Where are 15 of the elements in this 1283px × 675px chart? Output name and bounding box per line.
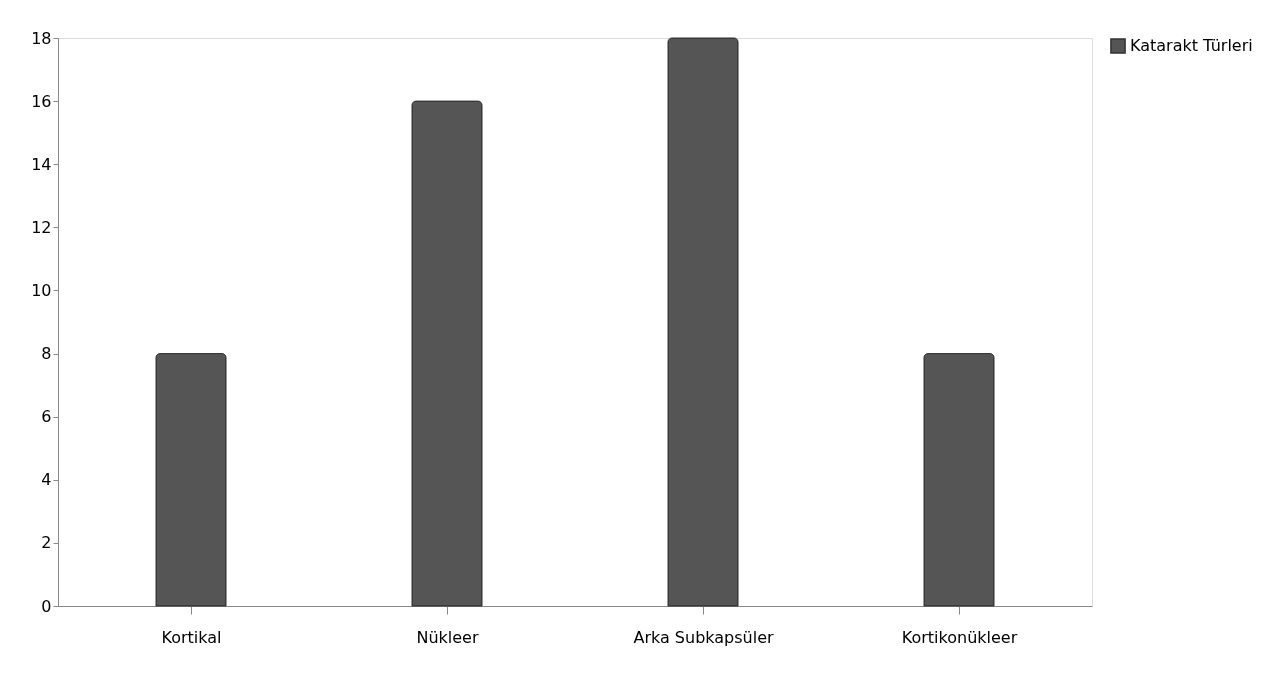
x-tick-label: Kortikal: [161, 627, 222, 647]
y-tick-label: 4: [41, 470, 52, 490]
y-tick-label: 0: [41, 596, 52, 616]
y-tick-label: 14: [31, 154, 52, 174]
y-tick-label: 8: [41, 344, 52, 364]
y-tick-label: 6: [41, 407, 52, 427]
x-tick-label: Arka Subkapsüler: [633, 627, 774, 647]
y-tick-label: 2: [41, 533, 52, 553]
y-tick-label: 12: [31, 217, 52, 237]
y-tick-label: 18: [31, 28, 52, 48]
x-tick-label: Kortikonükleer: [901, 627, 1018, 647]
y-tick-label: 16: [31, 91, 52, 111]
x-tick-label: Nükleer: [416, 627, 479, 647]
y-tick-label: 10: [31, 280, 52, 300]
legend-label: Katarakt Türleri: [1130, 36, 1253, 55]
